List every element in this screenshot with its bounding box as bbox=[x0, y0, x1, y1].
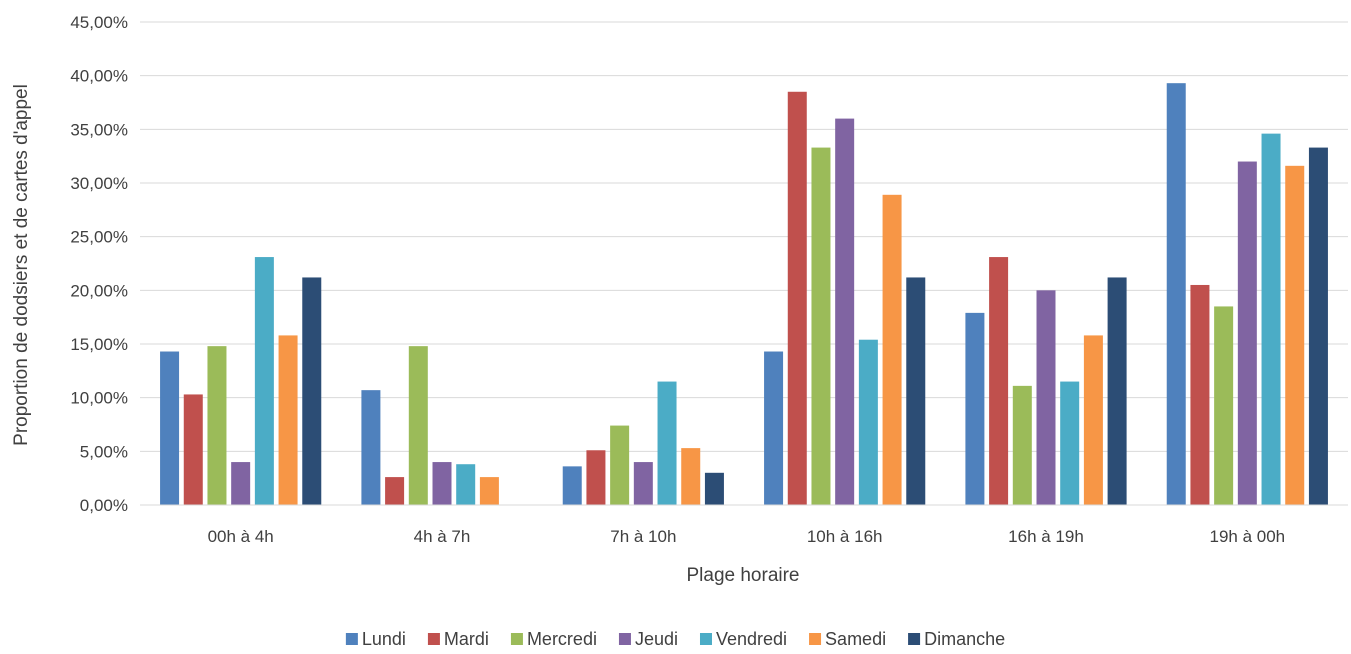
bar bbox=[1060, 382, 1079, 505]
legend: Lundi Mardi Mercredi Jeudi Vendredi Samedi Dim… bbox=[346, 629, 1005, 649]
y-tick-label: 35,00% bbox=[70, 120, 128, 139]
bar bbox=[1037, 290, 1056, 505]
bar bbox=[231, 462, 250, 505]
y-tick-label: 10,00% bbox=[70, 389, 128, 408]
bar bbox=[658, 382, 677, 505]
legend-label: Mercredi bbox=[527, 629, 597, 649]
legend-swatch bbox=[346, 633, 358, 645]
bar bbox=[1084, 335, 1103, 505]
bar bbox=[207, 346, 226, 505]
bar bbox=[456, 464, 475, 505]
legend-label: Jeudi bbox=[635, 629, 678, 649]
legend-swatch bbox=[619, 633, 631, 645]
bar bbox=[883, 195, 902, 505]
bar bbox=[1108, 277, 1127, 505]
bar bbox=[361, 390, 380, 505]
bar bbox=[1214, 306, 1233, 505]
bar bbox=[965, 313, 984, 505]
y-tick-label: 30,00% bbox=[70, 174, 128, 193]
bar bbox=[1285, 166, 1304, 505]
bar bbox=[184, 394, 203, 505]
x-tick-label: 4h à 7h bbox=[414, 527, 471, 546]
bars bbox=[160, 83, 1328, 505]
y-tick-label: 40,00% bbox=[70, 67, 128, 86]
legend-label: Lundi bbox=[362, 629, 406, 649]
bar bbox=[610, 426, 629, 505]
x-tick-label: 16h à 19h bbox=[1008, 527, 1084, 546]
bar bbox=[385, 477, 404, 505]
legend-swatch bbox=[511, 633, 523, 645]
bar bbox=[160, 352, 179, 505]
bar bbox=[705, 473, 724, 505]
legend-swatch bbox=[428, 633, 440, 645]
y-tick-label: 45,00% bbox=[70, 13, 128, 32]
bar bbox=[1309, 148, 1328, 505]
bar bbox=[811, 148, 830, 505]
bar bbox=[279, 335, 298, 505]
legend-swatch bbox=[809, 633, 821, 645]
y-tick-label: 25,00% bbox=[70, 228, 128, 247]
bar bbox=[1190, 285, 1209, 505]
legend-label: Samedi bbox=[825, 629, 886, 649]
x-tick-label: 7h à 10h bbox=[610, 527, 676, 546]
x-tick-label: 00h à 4h bbox=[208, 527, 274, 546]
bar bbox=[835, 119, 854, 505]
bar bbox=[1262, 134, 1281, 505]
bar bbox=[409, 346, 428, 505]
bar bbox=[788, 92, 807, 505]
y-axis-title: Proportion de dodsiers et de cartes d'ap… bbox=[11, 84, 32, 446]
x-axis-title: Plage horaire bbox=[686, 565, 799, 586]
x-tick-label: 19h à 00h bbox=[1210, 527, 1286, 546]
y-tick-label: 20,00% bbox=[70, 281, 128, 300]
legend-label: Mardi bbox=[444, 629, 489, 649]
bar bbox=[255, 257, 274, 505]
legend-label: Dimanche bbox=[924, 629, 1005, 649]
bar bbox=[302, 277, 321, 505]
legend-label: Vendredi bbox=[716, 629, 787, 649]
bar bbox=[1013, 386, 1032, 505]
bar bbox=[586, 450, 605, 505]
legend-swatch bbox=[908, 633, 920, 645]
y-tick-label: 15,00% bbox=[70, 335, 128, 354]
y-tick-label: 5,00% bbox=[80, 442, 128, 461]
bar bbox=[989, 257, 1008, 505]
bar bbox=[563, 466, 582, 505]
bar bbox=[480, 477, 499, 505]
legend-swatch bbox=[700, 633, 712, 645]
bar bbox=[433, 462, 452, 505]
bar bbox=[1238, 162, 1257, 505]
bar bbox=[906, 277, 925, 505]
x-tick-label: 10h à 16h bbox=[807, 527, 883, 546]
bar bbox=[1167, 83, 1186, 505]
bar bbox=[634, 462, 653, 505]
bar bbox=[764, 352, 783, 505]
y-tick-label: 0,00% bbox=[80, 496, 128, 515]
bar bbox=[681, 448, 700, 505]
bar bbox=[859, 340, 878, 505]
